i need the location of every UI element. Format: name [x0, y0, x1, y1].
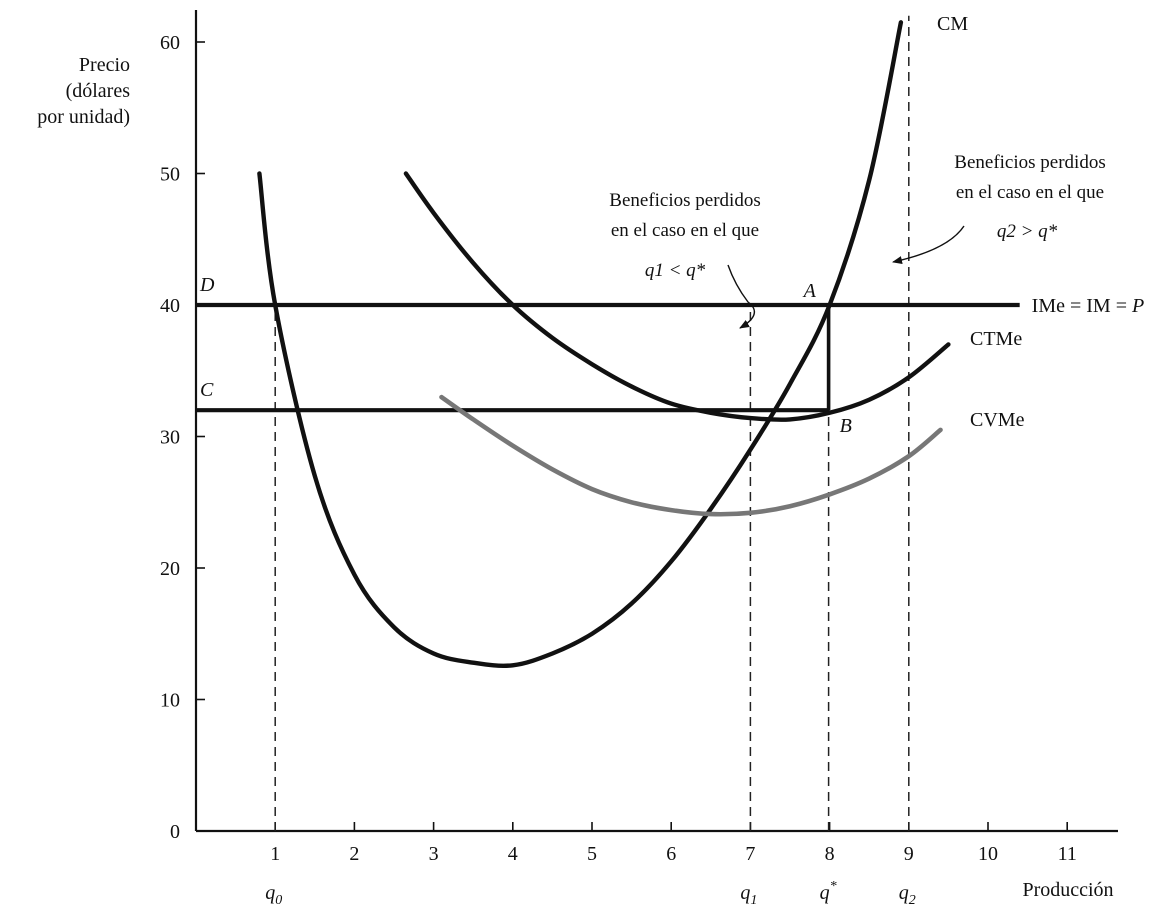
annotation-1-line-2: en el caso en el que: [611, 220, 759, 241]
x-tick-label: 7: [745, 843, 755, 865]
x-tick-label: 2: [349, 843, 359, 865]
annotation-2-arrow: [892, 225, 965, 264]
x-tick-label: 11: [1058, 843, 1077, 865]
y-axis-label-line-3: por unidad): [37, 106, 130, 128]
price-line-label-d: D: [199, 274, 215, 296]
y-tick-label: 30: [160, 427, 180, 449]
y-axis-label: Precio (dólares por unidad): [37, 52, 130, 130]
annotation-2-line-2: en el caso en el que: [956, 182, 1104, 203]
curve-ctme: [403, 171, 951, 422]
price-lines: [196, 302, 1020, 413]
x-tick-label: 10: [978, 843, 998, 865]
price-line-label-c: C: [200, 379, 214, 401]
y-axis-label-line-1: Precio: [78, 54, 130, 76]
y-tick-label: 50: [160, 164, 180, 186]
y-tick-label: 60: [160, 32, 180, 54]
y-axis-label-line-2: (dólares: [65, 80, 130, 102]
y-tick-label: 10: [160, 690, 180, 712]
annotation-2-line-1: Beneficios perdidos: [954, 152, 1105, 173]
quantity-label: q1: [740, 882, 757, 906]
x-tick-label: 8: [825, 843, 835, 865]
quantity-label: q*: [820, 879, 837, 904]
cost-curves: [257, 20, 951, 669]
y-tick-label: 20: [160, 558, 180, 580]
y-tick-label: 0: [170, 821, 180, 843]
axes: 0 10 20 30 40 50 60 1 2 3 4 5 6 7 8 9 10 11 Producción q0 q1…: [160, 10, 1118, 906]
x-axis-label: Producción: [1022, 879, 1113, 901]
curve-label-ctme: CTMe: [970, 328, 1022, 350]
x-tick-label: 9: [904, 843, 914, 865]
curve-cm: [257, 20, 904, 669]
chart-labels: D IMe = IM = P C CM CTMe CVMe A B: [199, 13, 1144, 437]
annotation-2-line-3: q2 > q*: [997, 221, 1058, 242]
x-tick-label: 5: [587, 843, 597, 865]
x-tick-label: 6: [666, 843, 676, 865]
quantity-label: q2: [899, 882, 916, 906]
curve-label-cm: CM: [937, 13, 968, 35]
annotation-1-line-3: q1 < q*: [645, 260, 706, 281]
x-tick-label: 4: [508, 843, 518, 865]
guide-lines: [274, 15, 910, 831]
point-label-b: B: [840, 415, 852, 437]
x-tick-label: 3: [429, 843, 439, 865]
x-tick-label: 1: [270, 843, 280, 865]
annotation-1-arrow: [727, 264, 756, 329]
curve-label-cvme: CVMe: [970, 409, 1025, 431]
quantity-label: q0: [265, 882, 282, 906]
point-label-a: A: [802, 280, 817, 302]
annotation-1-line-1: Beneficios perdidos: [609, 190, 760, 211]
curve-cvme: [439, 394, 943, 517]
y-tick-label: 40: [160, 295, 180, 317]
demand-line-label: IMe = IM = P: [1032, 295, 1145, 317]
